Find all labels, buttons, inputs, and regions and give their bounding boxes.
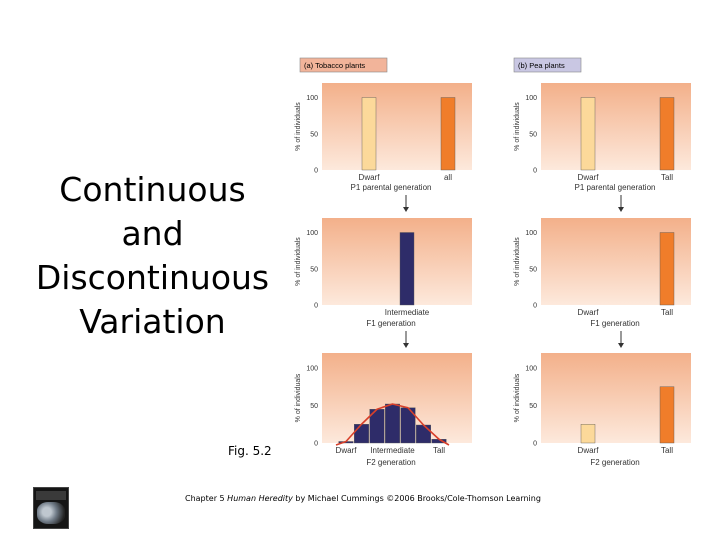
tobacco-f2-ylabel: % of individuals xyxy=(295,373,302,422)
book-cover-title-band xyxy=(36,491,66,500)
pea-f1-category-0: Dwarf xyxy=(578,308,600,317)
pea-f1-ytick-100: 100 xyxy=(525,230,537,237)
tobacco-parental-category-0: Dwarf xyxy=(359,173,381,182)
pea-parental-ytick-100: 100 xyxy=(525,95,537,102)
tobacco-f2-ytick-50: 50 xyxy=(310,403,318,410)
tobacco-f2-ytick-100: 100 xyxy=(306,366,318,373)
tobacco-parental-category-1: all xyxy=(444,173,452,182)
pea-f1-generation-label: F1 generation xyxy=(590,319,639,328)
tobacco-f2-bar-1 xyxy=(354,424,369,444)
pea-parental-arrow-head-icon xyxy=(618,207,624,212)
title-line-4: Variation xyxy=(79,302,226,341)
pea-f1-category-1: Tall xyxy=(661,308,673,317)
pea-f2-generation-label: F2 generation xyxy=(590,458,639,467)
pea-f2-bar-0 xyxy=(580,424,596,444)
tobacco-f2-category-3: Intermediate xyxy=(370,446,415,455)
tobacco-parental-arrow-head-icon xyxy=(403,207,409,212)
pea-f1-bar-1 xyxy=(659,232,675,306)
title-line-1: Continuous xyxy=(59,170,246,209)
pea-parental-header-label: (b) Pea plants xyxy=(518,61,565,70)
pea-parental-bar-0 xyxy=(580,97,596,171)
footer-suffix: by Michael Cummings ©2006 Brooks/Cole-Th… xyxy=(292,494,541,503)
book-cover-face xyxy=(37,502,65,524)
pea-f2-ytick-50: 50 xyxy=(529,403,537,410)
tobacco-f2-ytick-0: 0 xyxy=(314,441,318,448)
tobacco-parental-ytick-100: 100 xyxy=(306,95,318,102)
tobacco-f2-generation-label: F2 generation xyxy=(366,458,415,467)
tobacco-parental-ytick-50: 50 xyxy=(310,131,318,138)
pea-f1-ytick-0: 0 xyxy=(533,303,537,310)
title-line-2: and xyxy=(121,214,184,253)
pea-f2-ytick-0: 0 xyxy=(533,441,537,448)
figure-label: Fig. 5.2 xyxy=(228,444,272,458)
pea-parental-generation-label: P1 parental generation xyxy=(575,183,656,192)
pea-parental-ytick-50: 50 xyxy=(529,131,537,138)
tobacco-parental-header-label: (a) Tobacco plants xyxy=(304,61,365,70)
pea-parental-ytick-0: 0 xyxy=(533,168,537,175)
pea-parental-ylabel: % of individuals xyxy=(514,102,521,151)
pea-parental-category-0: Dwarf xyxy=(578,173,600,182)
footer-prefix: Chapter 5 xyxy=(185,494,228,503)
tobacco-f1-ytick-50: 50 xyxy=(310,266,318,273)
pea-parental-category-1: Tall xyxy=(661,173,673,182)
tobacco-f1-bar-0 xyxy=(399,232,415,306)
pea-parental-bar-1 xyxy=(659,97,675,171)
pea-parental-header-box xyxy=(513,57,582,73)
tobacco-f2-distribution-curve xyxy=(335,403,450,446)
book-cover-thumbnail xyxy=(33,487,69,529)
tobacco-f1-category-0: Intermediate xyxy=(385,308,430,317)
pea-f2-ytick-100: 100 xyxy=(525,366,537,373)
pea-f2-category-1: Tall xyxy=(661,446,673,455)
tobacco-f1-ytick-0: 0 xyxy=(314,303,318,310)
slide-title: Continuous and Discontinuous Variation xyxy=(10,168,295,344)
tobacco-f1-arrow-head-icon xyxy=(403,343,409,348)
title-line-3: Discontinuous xyxy=(35,258,270,297)
tobacco-f1-ytick-100: 100 xyxy=(306,230,318,237)
pea-f1-ylabel: % of individuals xyxy=(514,237,521,286)
tobacco-f1-panel-bg xyxy=(322,218,472,305)
pea-f2-category-0: Dwarf xyxy=(578,446,600,455)
tobacco-parental-bar-1 xyxy=(440,97,456,171)
pea-f2-bar-1 xyxy=(659,386,675,444)
tobacco-f1-ylabel: % of individuals xyxy=(295,237,302,286)
pea-f2-ylabel: % of individuals xyxy=(514,373,521,422)
footer-book-title: Human Heredity xyxy=(227,494,293,503)
tobacco-f2-bar-5 xyxy=(416,424,431,444)
tobacco-f2-bar-3 xyxy=(385,403,400,444)
footer-credit: Chapter 5 Human Heredity by Michael Cumm… xyxy=(185,494,541,503)
tobacco-parental-bar-0 xyxy=(361,97,377,171)
pea-f1-ytick-50: 50 xyxy=(529,266,537,273)
pea-f1-arrow-head-icon xyxy=(618,343,624,348)
tobacco-parental-ylabel: % of individuals xyxy=(295,102,302,151)
tobacco-f2-category-6: Tall xyxy=(433,446,445,455)
tobacco-parental-header-box xyxy=(299,57,388,73)
tobacco-parental-generation-label: P1 parental generation xyxy=(351,183,432,192)
tobacco-parental-ytick-0: 0 xyxy=(314,168,318,175)
tobacco-f1-generation-label: F1 generation xyxy=(366,319,415,328)
tobacco-f2-category-0: Dwarf xyxy=(336,446,358,455)
